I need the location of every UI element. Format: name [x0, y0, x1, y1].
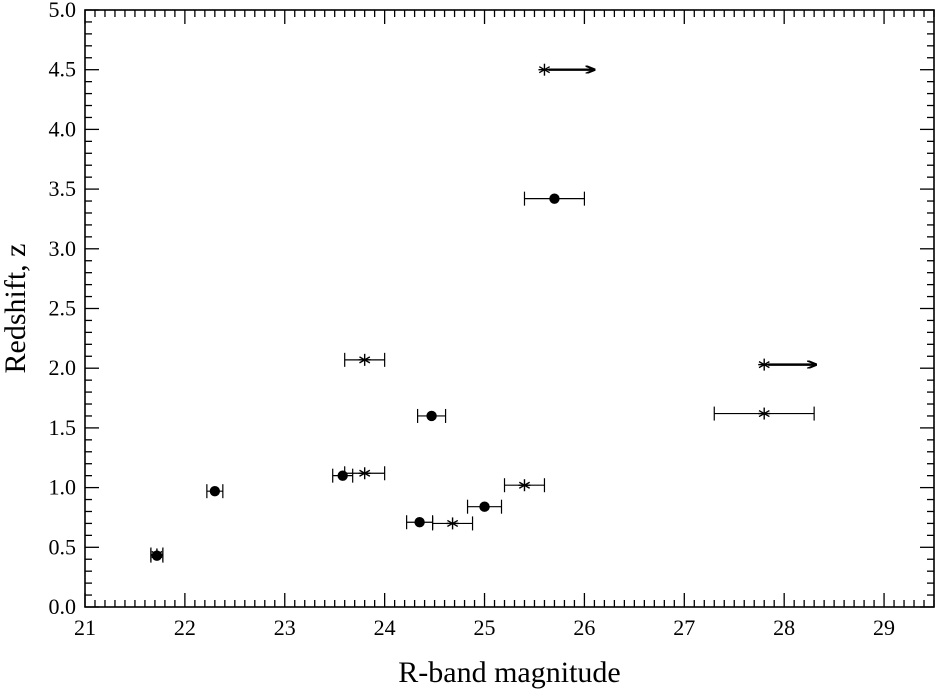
asterisk-marker	[150, 548, 163, 561]
asterisk-marker	[758, 407, 771, 420]
asterisk-marker	[358, 353, 371, 366]
y-tick-label: 4.5	[49, 57, 77, 82]
data-point	[417, 408, 447, 423]
data-point	[758, 358, 816, 371]
circle-marker	[426, 410, 437, 422]
y-tick-label: 1.0	[49, 475, 77, 500]
y-axis-title: Redshift, z	[0, 244, 32, 374]
data-point	[150, 547, 164, 562]
x-tick-label: 29	[873, 615, 895, 640]
x-tick-label: 26	[573, 615, 595, 640]
circle-marker	[549, 193, 560, 204]
y-tick-label: 4.0	[49, 116, 77, 141]
x-tick-label: 27	[673, 615, 695, 640]
x-tick-label: 21	[74, 615, 96, 640]
data-point	[503, 478, 546, 493]
circle-marker	[414, 517, 425, 528]
x-axis-title: R-band magnitude	[398, 656, 620, 689]
data-point	[523, 191, 586, 206]
data-point	[466, 499, 503, 514]
y-tick-label: 0.0	[49, 594, 77, 619]
x-tick-label: 23	[274, 615, 296, 640]
circle-marker	[337, 470, 348, 481]
axes: 21 22 23 24 25 26 27 28 29 0.0 0.5 1.0 1.5 2.0 2.5 3.0 3…	[49, 0, 935, 640]
y-tick-label: 3.0	[49, 236, 77, 261]
data-marks	[150, 63, 816, 563]
x-tick-label: 28	[773, 615, 795, 640]
x-tick-label: 25	[474, 615, 496, 640]
data-point	[344, 352, 386, 367]
data-point	[344, 466, 386, 481]
data-point	[713, 406, 815, 421]
y-tick-label: 1.5	[49, 415, 77, 440]
data-point	[431, 516, 474, 531]
data-point	[206, 484, 224, 499]
y-tick-label: 3.5	[49, 176, 77, 201]
y-tick-label: 5.0	[49, 0, 77, 22]
x-tick-label: 24	[374, 615, 396, 640]
x-tick-label: 22	[174, 615, 196, 640]
data-point	[332, 468, 354, 483]
circle-marker	[479, 501, 490, 512]
circle-marker	[209, 485, 221, 497]
y-tick-label: 0.5	[49, 534, 77, 559]
data-point	[406, 515, 434, 530]
asterisk-marker	[518, 479, 531, 492]
asterisk-marker	[358, 467, 371, 480]
plot-frame	[84, 9, 935, 608]
asterisk-marker	[446, 517, 459, 530]
data-point	[538, 63, 594, 76]
y-tick-label: 2.0	[49, 355, 77, 380]
y-tick-label: 2.5	[49, 296, 77, 321]
